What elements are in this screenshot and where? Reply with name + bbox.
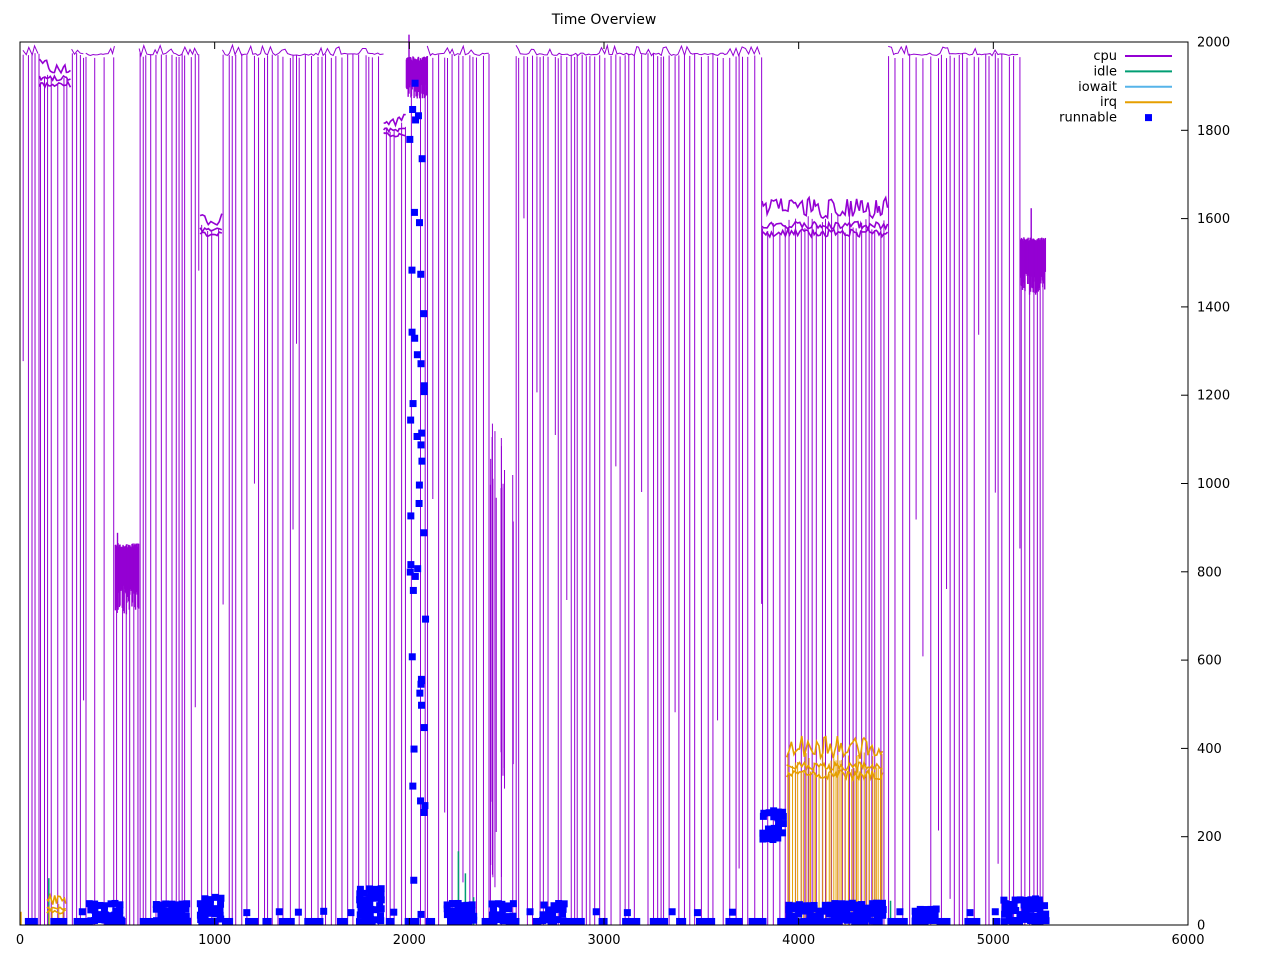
y-tick-label: 1200: [1197, 389, 1230, 404]
legend-label-irq: irq: [1100, 95, 1117, 110]
legend-sample-runnable: [1145, 114, 1152, 122]
x-tick-label: 1000: [198, 933, 231, 948]
x-tick-label: 0: [16, 933, 24, 948]
x-tick-label: 5000: [977, 933, 1010, 948]
y-tick-label: 2000: [1197, 36, 1230, 51]
y-tick-label: 0: [1197, 919, 1205, 934]
y-tick-label: 600: [1197, 654, 1222, 669]
legend-label-runnable: runnable: [1059, 111, 1117, 126]
chart-title: Time Overview: [551, 12, 657, 28]
y-tick-label: 1000: [1197, 477, 1230, 492]
legend-label-idle: idle: [1094, 64, 1117, 79]
irq-series: [20, 735, 884, 925]
y-tick-label: 400: [1197, 742, 1222, 757]
x-tick-label: 2000: [393, 933, 426, 948]
legend-label-cpu: cpu: [1093, 49, 1117, 64]
axes: 0 1000 2000 3000 4000 5000 6000020040060080010…: [16, 36, 1230, 949]
legend-label-iowait: iowait: [1078, 80, 1117, 95]
y-tick-label: 200: [1197, 830, 1222, 845]
y-tick-label: 1800: [1197, 124, 1230, 139]
x-tick-label: 6000: [1171, 933, 1204, 948]
runnable-series: [24, 79, 1050, 926]
x-tick-label: 4000: [782, 933, 815, 948]
x-tick-label: 3000: [587, 933, 620, 948]
y-tick-label: 800: [1197, 565, 1222, 580]
cpu-series: [22, 34, 1047, 925]
y-tick-label: 1600: [1197, 212, 1230, 227]
y-tick-label: 1400: [1197, 300, 1230, 315]
